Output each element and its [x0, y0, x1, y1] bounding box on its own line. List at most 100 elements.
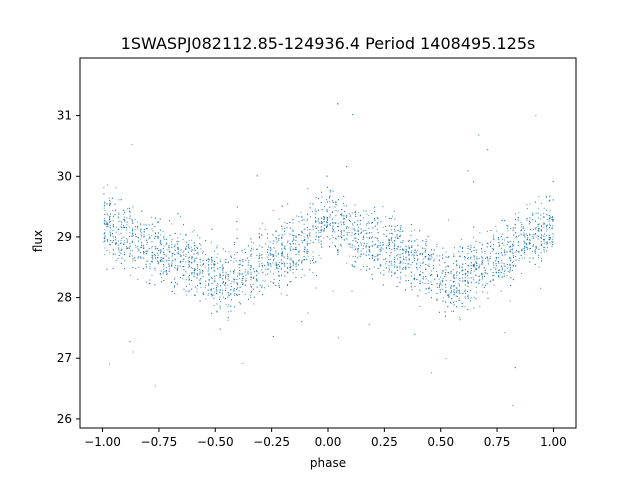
data-point — [478, 282, 480, 284]
data-point — [390, 262, 392, 264]
data-point — [326, 210, 328, 212]
data-point — [304, 228, 306, 230]
data-point — [475, 260, 477, 262]
data-point — [526, 218, 528, 219]
data-point — [281, 255, 283, 257]
data-point — [251, 247, 253, 249]
data-point — [121, 248, 123, 250]
data-point — [456, 296, 458, 297]
data-point — [211, 294, 213, 296]
data-point — [422, 240, 424, 242]
data-point — [261, 263, 263, 265]
data-point — [225, 290, 226, 292]
data-point — [315, 287, 317, 289]
data-point — [524, 257, 526, 259]
data-point — [408, 259, 410, 261]
data-point — [132, 267, 134, 268]
data-point — [500, 290, 502, 292]
data-point — [275, 262, 277, 264]
data-point — [513, 245, 515, 247]
data-point — [527, 238, 528, 240]
data-point — [521, 272, 522, 274]
data-point — [427, 265, 429, 267]
data-point — [230, 310, 232, 312]
data-point — [396, 269, 398, 271]
data-point — [544, 233, 546, 235]
data-point — [103, 203, 105, 205]
data-point — [326, 186, 328, 188]
data-point — [191, 250, 192, 252]
data-point — [126, 248, 128, 250]
data-point — [135, 247, 137, 249]
data-point — [405, 245, 407, 247]
data-point — [390, 260, 392, 262]
data-point — [538, 196, 540, 198]
data-point — [549, 225, 551, 226]
data-point — [467, 309, 469, 310]
data-point — [301, 268, 303, 270]
data-point — [475, 268, 477, 270]
data-point — [273, 278, 275, 280]
data-point — [172, 260, 174, 262]
data-point — [239, 286, 241, 288]
data-point — [191, 239, 193, 241]
data-point — [473, 279, 475, 281]
data-point — [456, 265, 458, 267]
data-point — [315, 275, 317, 276]
data-point — [331, 212, 333, 213]
data-point — [284, 248, 286, 250]
data-point — [393, 229, 395, 231]
data-point — [408, 253, 410, 255]
data-point — [486, 273, 488, 275]
data-point — [219, 273, 221, 275]
data-point — [131, 241, 133, 243]
data-point — [280, 267, 282, 269]
data-point — [295, 254, 297, 255]
data-point — [295, 262, 297, 264]
data-point — [411, 289, 413, 291]
data-point — [142, 268, 144, 270]
x-tick-label: −1.00 — [84, 435, 121, 449]
data-point — [109, 363, 111, 365]
data-point — [151, 241, 153, 243]
data-point — [344, 239, 346, 241]
data-point — [186, 245, 188, 247]
data-point — [422, 263, 424, 264]
data-point — [450, 287, 452, 289]
data-point — [436, 283, 438, 285]
data-point — [284, 275, 286, 277]
data-point — [535, 115, 537, 117]
data-point — [399, 267, 401, 269]
data-point — [104, 238, 106, 239]
data-point — [312, 225, 314, 227]
data-point — [462, 247, 463, 249]
data-point — [529, 239, 531, 241]
data-point — [293, 235, 295, 237]
data-point — [346, 238, 348, 240]
data-point — [249, 284, 251, 286]
data-point — [377, 253, 379, 255]
data-point — [117, 257, 119, 259]
data-point — [340, 224, 342, 226]
data-point — [307, 237, 309, 239]
data-point — [107, 214, 109, 216]
data-point — [140, 238, 142, 240]
data-point — [385, 261, 387, 263]
data-point — [366, 243, 368, 245]
data-point — [289, 263, 291, 265]
data-point — [402, 240, 404, 242]
data-point — [287, 272, 289, 274]
data-point — [163, 257, 165, 259]
data-point — [528, 243, 530, 245]
data-point — [366, 232, 368, 234]
data-point — [245, 280, 247, 282]
data-point — [326, 222, 328, 224]
data-point — [276, 241, 278, 243]
data-point — [163, 235, 165, 237]
data-point — [208, 259, 210, 261]
data-point — [162, 258, 164, 259]
data-point — [208, 269, 210, 271]
data-point — [123, 236, 125, 238]
data-point — [551, 246, 553, 248]
data-point — [464, 273, 466, 275]
